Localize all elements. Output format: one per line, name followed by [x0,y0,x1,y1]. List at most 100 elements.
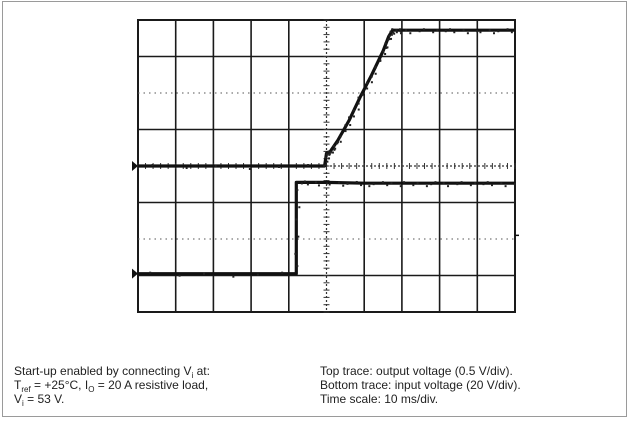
trace-noise-point [399,30,402,33]
trace-noise-point [366,81,369,84]
trace-noise-point [430,183,433,186]
trace-noise-point [388,34,391,37]
trace-noise-point [342,184,345,187]
trace-noise-point [389,30,392,33]
trace-noise-point [333,148,336,151]
trace-noise-point [346,182,349,185]
trace-noise-point [352,115,355,118]
trace-noise-point [329,151,332,154]
trace-noise-point [317,184,320,187]
trace-noise-point [324,163,327,166]
trace-noise-point [493,32,496,35]
trace-noise-point [385,46,388,49]
trace-noise-point [390,33,393,36]
trace-noise-point [355,180,358,183]
trace-noise-point [436,29,439,32]
trace-noise-point [513,183,516,186]
caption-left-line-3: Vi = 53 V. [14,392,65,408]
trace-noise-point [384,53,387,56]
trace-noise-point [277,166,280,168]
caption-left-line-1: Start-up enabled by connecting Vi at: [14,364,210,380]
trace-noise-point [352,109,355,112]
trace-noise-point [185,167,188,169]
trace-noise-point [418,30,421,33]
trace-noise-point [479,31,482,34]
trace-noise-point [386,46,389,49]
trace-noise-point [332,145,335,148]
trace-noise-point [476,30,479,33]
trace-noise-point [360,184,363,187]
caption-conditions: Start-up enabled by connecting Vi at: Tr… [14,364,304,408]
trace-noise-point [387,38,390,41]
trace-noise-point [344,124,347,127]
trace-noise-point [300,182,303,185]
trace-noise-point [374,65,377,68]
caption-traces: Top trace: output voltage (0.5 V/div). B… [320,364,620,406]
trace-noise-point [357,102,360,105]
trace-noise-point [328,157,331,160]
trace-noise-point [399,32,402,35]
trace-noise-point [370,75,373,78]
trace-noise-point [403,181,406,184]
trace-noise-point [432,31,435,34]
trace-noise-point [336,141,339,144]
trace-noise-point [314,181,317,184]
trace-noise-point [460,181,463,184]
trace-noise-point [361,93,364,96]
trace-noise-point [434,181,437,184]
trace-noise-point [510,31,513,34]
trace-noise-point [388,38,391,41]
trace-noise-point [178,274,181,277]
trace-noise-point [303,180,306,183]
trace-noise-point [442,182,445,185]
figure-frame [2,1,627,417]
trace-noise-point [295,218,298,221]
trace-noise-point [390,182,393,185]
caption-time-scale: Time scale: 10 ms/div. [320,392,439,406]
trace-noise-point [307,164,310,166]
trace-noise-point [370,81,373,84]
trace-noise-point [339,135,342,138]
trace-noise-point [151,164,154,166]
trace-noise-point [422,28,425,31]
trace-noise-point [456,183,459,186]
trace-noise-point [425,185,428,188]
trace-noise-point [327,150,330,153]
trace-noise-point [488,29,491,32]
trace-noise-point [449,28,452,31]
trace-noise-point [281,271,284,274]
trace-noise-point [395,29,398,32]
trace-noise-point [453,31,456,34]
trace-noise-point [399,185,402,188]
trace-noise-point [296,189,299,192]
trace-noise-point [482,183,485,186]
trace-noise-point [506,28,509,31]
trace-noise-point [368,185,371,188]
trace-noise-point [466,32,469,35]
trace-noise-point [328,153,331,156]
trace-noise-point [214,165,217,167]
trace-noise-point [486,181,489,184]
trace-noise-point [324,156,327,159]
trace-noise-point [409,32,412,35]
trace-noise-point [384,42,387,45]
trace-noise-point [357,108,360,111]
input-voltage-trace [138,180,515,276]
trace-noise-point [444,30,447,33]
trace-noise-point [399,28,402,31]
caption-bottom-trace: Bottom trace: input voltage (20 V/div). [320,378,521,392]
trace-noise-point [366,87,369,90]
caption-left-line-2: Tref = +25°C, IO = 20 A resistive load, [14,378,209,394]
trace-noise-point [379,58,382,61]
trace-noise-point [395,31,398,34]
trace-noise-point [474,182,477,185]
trace-noise-point [344,129,347,132]
trace-noise-point [372,183,375,186]
trace-noise-point [491,184,494,187]
trace-noise-point [405,29,408,32]
trace-noise-point [331,151,334,154]
trace-noise-point [497,30,500,33]
trace-noise-point [298,206,301,209]
trace-noise-point [357,96,360,99]
